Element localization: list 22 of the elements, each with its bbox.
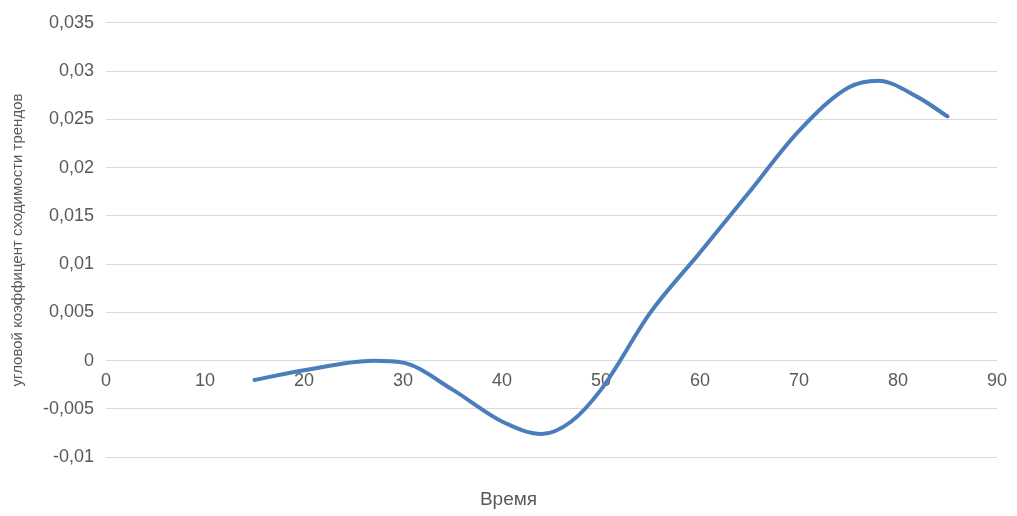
x-tick-label: 80 — [887, 370, 909, 391]
x-tick-label: 60 — [689, 370, 711, 391]
x-tick-label: 30 — [393, 370, 414, 391]
y-tick-label: 0 — [84, 349, 95, 370]
x-tick-label: 40 — [492, 370, 513, 391]
y-tick-label: 0,025 — [48, 108, 95, 129]
y-tick-label: -0,005 — [42, 397, 95, 418]
line-series — [252, 78, 950, 437]
y-axis-title: угловой коэффицент сходимости трендов — [8, 93, 26, 387]
y-tick-label: 0,015 — [48, 204, 95, 225]
x-axis-title: Время — [478, 488, 539, 510]
x-tick-label: 0 — [101, 370, 112, 391]
y-tick-label: 0,01 — [58, 253, 95, 274]
y-tick-label: 0,035 — [48, 11, 95, 32]
y-tick-label: 0,03 — [58, 60, 95, 81]
y-tick-label: -0,01 — [53, 446, 95, 467]
x-tick-label: 90 — [986, 370, 1007, 391]
x-tick-label: 70 — [788, 370, 810, 391]
x-tick-label: 20 — [294, 370, 315, 391]
y-tick-label: 0,005 — [48, 301, 95, 322]
x-tick-label: 10 — [195, 370, 216, 391]
y-tick-label: 0,02 — [58, 156, 95, 177]
